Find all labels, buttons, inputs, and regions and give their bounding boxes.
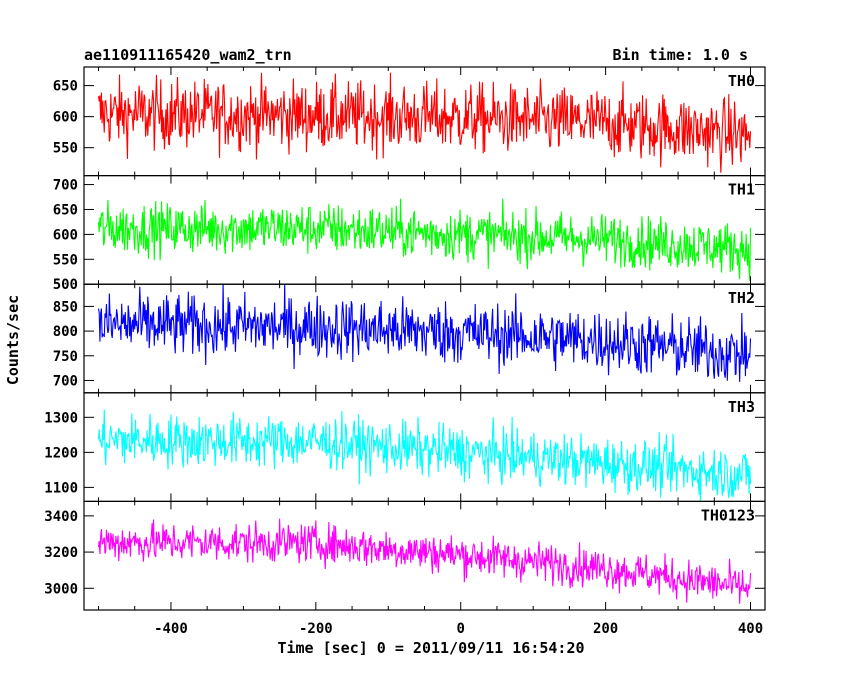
series-line-th0 — [97, 72, 752, 173]
y-tick-label: 1100 — [44, 480, 78, 496]
x-tick-label: 400 — [738, 621, 763, 637]
y-tick-label: 500 — [53, 277, 78, 293]
y-tick-label: 3000 — [44, 581, 78, 597]
y-tick-label: 1300 — [44, 410, 78, 426]
y-tick-label: 750 — [53, 349, 78, 365]
panel-name-th1: TH1 — [728, 181, 755, 199]
panels-group: 550 600 650 TH0 500 550 600 650 700 TH1 700 750 800 8… — [44, 66, 766, 637]
y-tick-label: 550 — [53, 252, 78, 268]
panel-name-th0: TH0 — [728, 72, 755, 90]
y-tick-label: 700 — [53, 178, 78, 194]
panel-name-th2: TH2 — [728, 289, 755, 307]
y-tick-label: 600 — [53, 110, 78, 126]
series-line-th1 — [97, 198, 752, 281]
y-tick-label: 1200 — [44, 445, 78, 461]
panel-name-th3: TH3 — [728, 398, 755, 416]
y-tick-label: 650 — [53, 79, 78, 95]
y-tick-label: 550 — [53, 141, 78, 157]
x-tick-label: 200 — [593, 621, 618, 637]
y-tick-label: 700 — [53, 373, 78, 389]
x-axis-label: Time [sec] 0 = 2011/09/11 16:54:20 — [277, 639, 584, 657]
y-axis-label: Counts/sec — [4, 295, 22, 385]
series-line-th2 — [97, 284, 752, 382]
series-line-th0123 — [97, 518, 752, 604]
y-tick-label: 3400 — [44, 509, 78, 525]
chart-subtitle: Bin time: 1.0 s — [613, 46, 748, 64]
x-tick-label: -400 — [154, 621, 188, 637]
y-tick-label: 650 — [53, 202, 78, 218]
y-tick-label: 600 — [53, 227, 78, 243]
y-tick-label: 3200 — [44, 545, 78, 561]
y-tick-label: 800 — [53, 324, 78, 340]
y-tick-label: 850 — [53, 299, 78, 315]
panel-name-th0123: TH0123 — [701, 506, 755, 524]
chart-title: ae110911165420_wam2_trn — [84, 46, 292, 64]
x-tick-label: -200 — [299, 621, 333, 637]
x-tick-label: 0 — [457, 621, 465, 637]
series-line-th3 — [97, 409, 752, 502]
